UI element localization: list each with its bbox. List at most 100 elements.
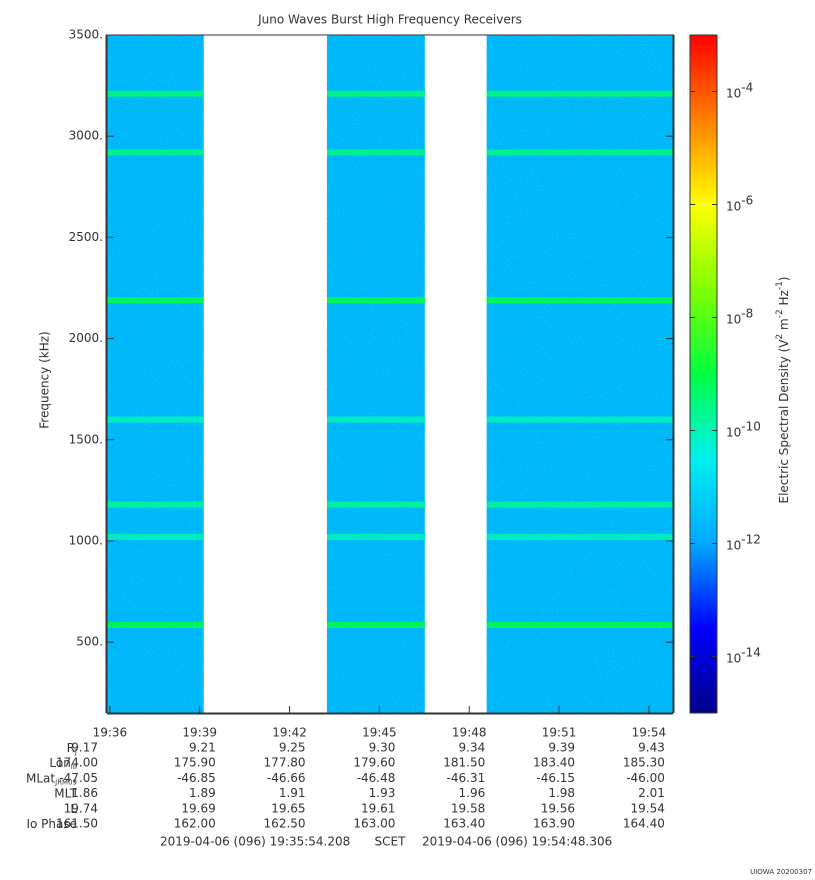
y-tick-label: 3500. [69,28,103,42]
ephemeris-value: 181.50 [443,756,485,770]
label-part: 2 [775,334,785,340]
y-tick-label: 2000. [69,331,103,345]
tick-exponent: -8 [741,306,753,320]
ephemeris-value: -46.85 [177,771,216,785]
ephemeris-value: -46.15 [536,771,575,785]
ephemeris-value: 177.80 [264,756,306,770]
row-label: LonIII [49,756,77,772]
ephemeris-value: -46.48 [357,771,396,785]
emission-band [107,501,204,508]
colorbar-tick-label: 10-6 [726,193,753,213]
emission-band [326,416,425,423]
ephemeris-value: -46.00 [626,771,665,785]
y-tick-label: 500. [76,635,103,649]
row-label-main: R [67,741,75,755]
emission-band [486,501,673,508]
colorbar-tick-label: 10-8 [726,306,753,326]
label-part: ) [777,276,791,281]
row-label-sub: III [71,763,77,771]
row-label-main: MLT [54,786,77,800]
ephemeris-value: 9.21 [189,741,216,755]
emission-band [107,297,204,304]
y-tick-label: 1500. [69,432,103,446]
row-label-sub: JRM09 [54,778,77,786]
end-time: 2019-04-06 (096) 19:54:48.306 [422,835,612,849]
tick-base: 10 [726,538,741,552]
tick-exponent: -10 [741,419,761,433]
row-label: MLT [54,786,77,800]
ephemeris-value: 9.30 [369,741,396,755]
ephemeris-value: 19.65 [271,801,305,815]
tick-exponent: -12 [741,532,761,546]
emission-band [326,533,425,540]
ephemeris-value: 19.61 [361,801,395,815]
ephemeris-value: 163.00 [353,817,395,831]
ephemeris-value: 2.01 [638,786,665,800]
emission-band [326,149,425,156]
emission-band [486,297,673,304]
ephemeris-value: 19.56 [541,801,575,815]
ephemeris-value: 163.40 [443,817,485,831]
ephemeris-value: 175.90 [174,756,216,770]
row-label-main: Io Phase [26,817,77,831]
emission-band [107,90,204,97]
emission-band [107,533,204,540]
colorbar-tick-label: 10-10 [726,419,761,439]
ephemeris-value: 19.74 [64,801,98,815]
ephemeris-value: 9.17 [71,741,98,755]
label-part: m [777,318,791,334]
ephemeris-value: 1.96 [459,786,486,800]
label-part: Hz [777,290,791,309]
emission-band [107,621,204,628]
tick-base: 10 [726,86,741,100]
ephemeris-value: 1.98 [548,786,575,800]
x-tick-label: 19:45 [362,726,397,740]
row-label-sub: J [74,748,77,756]
colorbar-tick-label: 10-4 [726,80,753,100]
x-tick-label: 19:36 [93,726,128,740]
emission-band [326,90,425,97]
label-part: Electric Spectral Density (V [777,339,791,504]
emission-band [486,149,673,156]
ephemeris-value: -46.66 [267,771,306,785]
ephemeris-value: 19.69 [181,801,215,815]
emission-band [486,416,673,423]
ephemeris-value: 1.86 [71,786,98,800]
colorbar-frame [689,34,718,714]
colorbar-tick-label: 10-14 [726,645,761,665]
chart-title: Juno Waves Burst High Frequency Receiver… [257,13,522,27]
y-tick-label: 3000. [69,129,103,143]
emission-band [486,90,673,97]
tick-base: 10 [726,199,741,213]
ephemeris-value: 19.54 [631,801,665,815]
tick-exponent: -4 [741,80,753,94]
y-tick-label: 1000. [69,533,103,547]
ephemeris-value: 163.90 [533,817,575,831]
noise-texture [326,35,425,713]
ephemeris-value: -47.05 [59,771,98,785]
row-label: MLatJRM09 [26,771,77,787]
ephemeris-value: 1.89 [189,786,216,800]
ephemeris-value: 185.30 [623,756,665,770]
ephemeris-value: 174.00 [56,756,98,770]
ephemeris-value: -46.31 [447,771,486,785]
x-tick-label: 19:48 [452,726,487,740]
emission-band [486,621,673,628]
ephemeris-value: 9.25 [279,741,306,755]
row-label-main: MLat [26,771,55,785]
tick-exponent: -14 [741,645,761,659]
y-axis-label: Frequency (kHz) [38,331,52,428]
row-label-main: L [70,801,77,815]
ephemeris-value: 9.39 [548,741,575,755]
ephemeris-value: 9.43 [638,741,665,755]
emission-band [107,416,204,423]
x-tick-label: 19:54 [632,726,667,740]
row-label: RJ [67,741,77,757]
emission-band [326,501,425,508]
x-tick-label: 19:51 [542,726,577,740]
colorbar-tick-label: 10-12 [726,532,761,552]
plot-frame [106,34,674,714]
row-label-main: Lon [49,756,70,770]
tick-base: 10 [726,312,741,326]
ephemeris-value: 9.34 [459,741,486,755]
